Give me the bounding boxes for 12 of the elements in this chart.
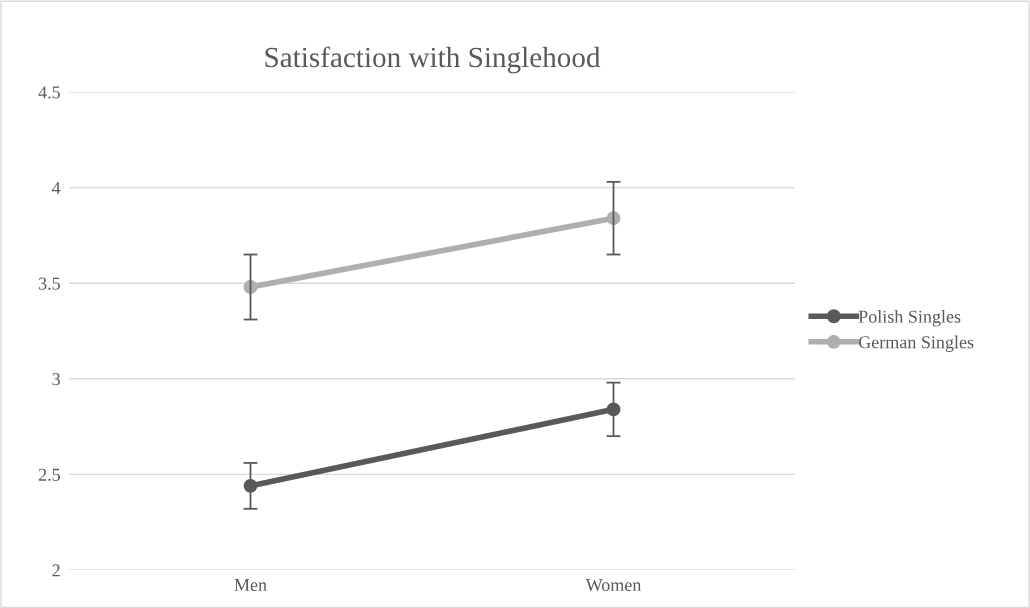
point	[243, 280, 258, 294]
legend-label: Polish Singles	[858, 310, 961, 327]
y-tick-label: 3.5	[38, 277, 60, 290]
legend-label: German Singles	[858, 335, 974, 353]
x-tick-label: Men	[234, 579, 267, 592]
x-tick-label: Women	[585, 579, 642, 592]
y-tick-label: 4.5	[38, 86, 60, 99]
y-tick-label: 2	[52, 564, 60, 577]
y-tick-label: 2.5	[38, 468, 60, 481]
y-tick-label: 4	[51, 181, 61, 194]
chart-title: Satisfaction with Singlehood	[265, 46, 601, 74]
y-tick-label: 3	[52, 373, 60, 386]
